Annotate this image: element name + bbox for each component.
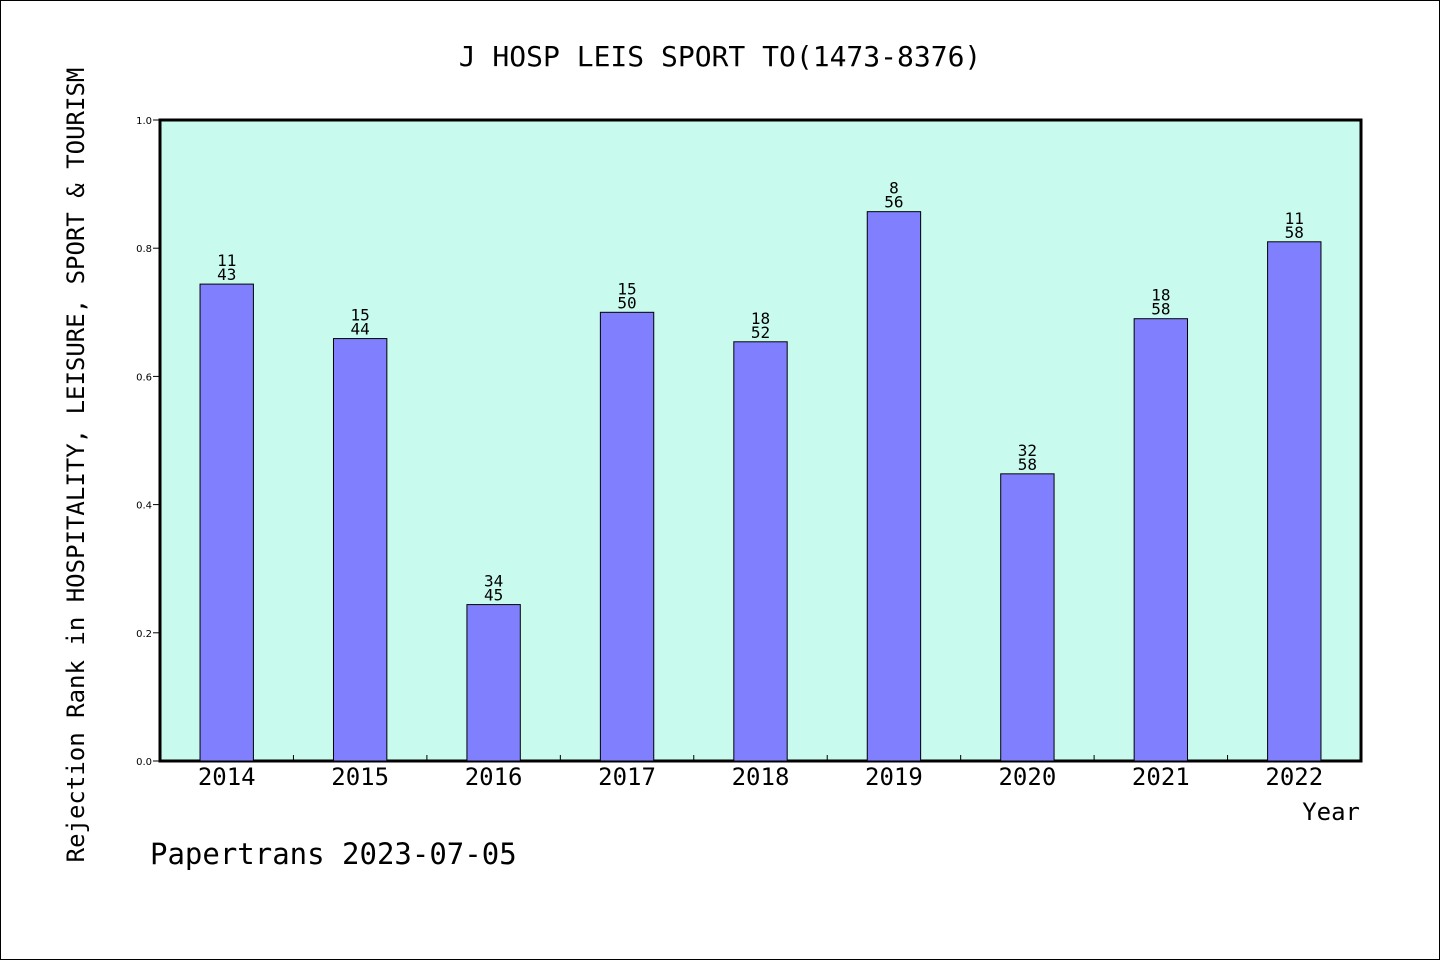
bar-label-bottom: 44	[351, 320, 370, 339]
y-tick-label: 0.4	[136, 501, 152, 512]
x-tick-label: 2016	[465, 763, 523, 791]
y-axis-label: Rejection Rank in HOSPITALITY, LEISURE, …	[62, 68, 90, 863]
x-tick-label: 2017	[598, 763, 656, 791]
x-tick-label: 2019	[865, 763, 923, 791]
bar-label-bottom: 58	[1151, 300, 1170, 319]
chart-title: J HOSP LEIS SPORT TO(1473-8376)	[459, 40, 982, 73]
x-tick-label: 2021	[1132, 763, 1190, 791]
bar-label-bottom: 50	[617, 293, 636, 312]
y-tick-label: 1.0	[136, 116, 152, 127]
y-tick-label: 0.2	[136, 629, 152, 640]
bar	[599, 311, 655, 762]
x-axis-label: Year	[1302, 798, 1360, 826]
bar	[332, 338, 388, 762]
footer-text: Papertrans 2023-07-05	[150, 837, 517, 871]
bar-label-bottom: 58	[1018, 455, 1037, 474]
x-tick-label: 2014	[198, 763, 256, 791]
y-axis: 0.0 0.2 0.4 0.6 0.8 1.0	[136, 116, 160, 768]
x-tick-label: 2015	[331, 763, 389, 791]
bar-label-top: 18	[1151, 286, 1170, 305]
y-tick-label: 0.0	[136, 757, 152, 768]
x-tick-label: 2018	[732, 763, 790, 791]
x-tick-label: 2022	[1265, 763, 1323, 791]
x-tick-label: 2020	[998, 763, 1056, 791]
bar-label-bottom: 56	[884, 193, 903, 212]
y-tick-label: 0.8	[136, 244, 152, 255]
bar-label-top: 15	[617, 279, 636, 298]
bar-label-top: 32	[1018, 441, 1037, 460]
bar-label-top: 15	[351, 306, 370, 325]
bar-label-top: 18	[751, 309, 770, 328]
bar-label-bottom: 52	[751, 323, 770, 342]
bar	[733, 341, 788, 762]
bar-label-top: 11	[1285, 209, 1304, 228]
bar-label-top: 8	[889, 179, 899, 198]
bar	[1133, 318, 1189, 762]
x-axis: 2014 2015 2016 2017 2018 2019 2020 2021 2022	[198, 755, 1323, 791]
bar	[466, 604, 521, 762]
bar	[199, 283, 254, 762]
bar-label-top: 11	[217, 251, 236, 270]
bar-label-bottom: 43	[217, 265, 236, 284]
bar-label-bottom: 58	[1285, 223, 1304, 242]
bar-label-bottom: 45	[484, 586, 503, 605]
bar	[1000, 473, 1055, 762]
bar	[1267, 241, 1322, 762]
bar-label-top: 34	[484, 572, 503, 591]
bar	[866, 211, 922, 762]
y-tick-label: 0.6	[136, 372, 152, 383]
